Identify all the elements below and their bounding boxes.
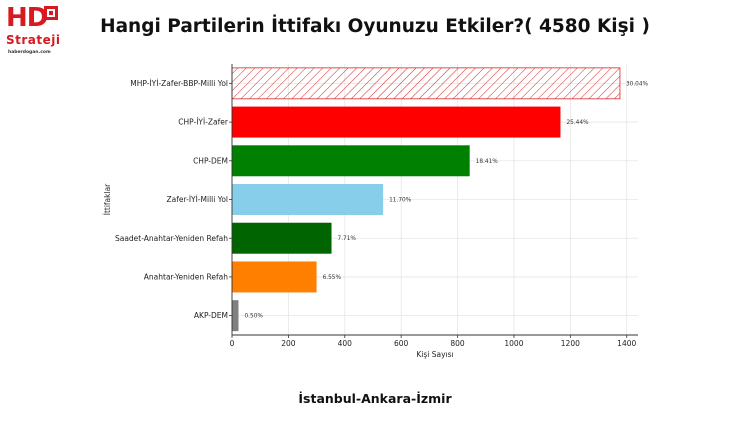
bar (232, 300, 239, 332)
x-tick-label: 1200 (561, 339, 580, 348)
y-tick-label: Zafer-İYİ-Milli Yol (167, 195, 228, 204)
x-tick-label: 1400 (617, 339, 636, 348)
y-axis-title: İttifaklar (103, 183, 112, 215)
y-tick-label: Saadet-Anahtar-Yeniden Refah (115, 234, 228, 243)
y-tick-label: CHP-DEM (193, 156, 228, 165)
x-axis-title: Kişi Sayısı (416, 350, 453, 359)
chart-title: Hangi Partilerin İttifakı Oyunuzu Etkile… (100, 16, 650, 37)
footer-cities: İstanbul-Ankara-İzmir (298, 391, 452, 406)
bar (232, 145, 470, 177)
y-tick-label: Anahtar-Yeniden Refah (144, 273, 228, 282)
data-label: 25.44% (566, 120, 589, 126)
logo-url: haberdogan.com (8, 50, 51, 55)
data-label: 30.04% (626, 81, 649, 87)
bar (232, 261, 317, 293)
bar (231, 67, 621, 100)
x-tick-label: 800 (450, 339, 465, 348)
x-tick-label: 400 (338, 339, 353, 348)
bars (231, 67, 621, 332)
data-label: 6.55% (323, 275, 342, 281)
logo-wordmark: Strateji (6, 33, 61, 47)
labels: 0 200 400 600 800 1000 1200 1400 30.04% MHP-İYİ-Z… (103, 79, 649, 359)
bar (232, 222, 332, 254)
y-tick-label: MHP-İYİ-Zafer-BBP-Milli Yol (130, 79, 228, 88)
y-tick-label: AKP-DEM (194, 311, 228, 320)
x-tick-label: 1000 (504, 339, 523, 348)
x-tick-label: 200 (281, 339, 296, 348)
bar (232, 106, 561, 138)
bar (232, 184, 384, 215)
data-label: 7.71% (338, 236, 357, 242)
x-tick-label: 0 (230, 339, 235, 348)
logo: HD Strateji haberdogan.com (4, 4, 66, 60)
x-tick-label: 600 (394, 339, 409, 348)
y-tick-label: CHP-İYİ-Zafer (178, 118, 229, 127)
data-label: 0.50% (244, 314, 263, 320)
data-label: 18.41% (476, 159, 499, 165)
logo-mark: HD (6, 3, 48, 33)
logo-square-icon (44, 6, 58, 20)
axes (229, 64, 638, 338)
data-label: 11.70% (389, 198, 412, 204)
